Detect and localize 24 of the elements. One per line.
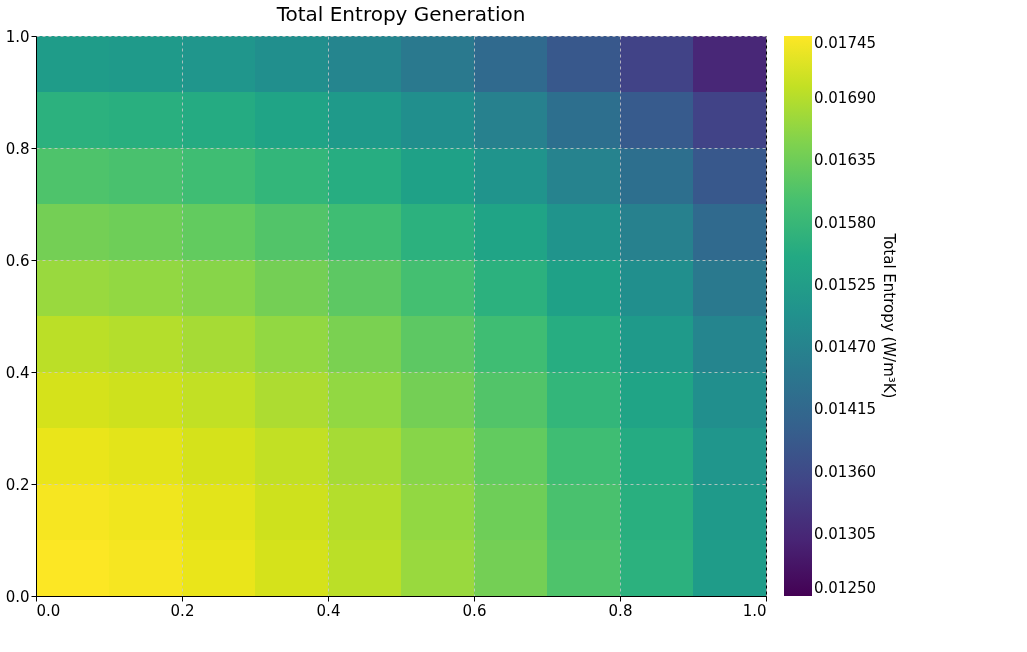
x-tick-label: 0.6 <box>462 601 487 620</box>
y-tick-label: 0.8 <box>5 139 30 158</box>
color-bar-label: 0.01525 <box>814 275 877 294</box>
color-bar-label: 0.01305 <box>814 524 877 543</box>
color-bar-label: 0.01580 <box>814 213 877 232</box>
x-tick-label: 0.8 <box>608 601 633 620</box>
chart-title: Total Entropy Generation <box>275 2 526 26</box>
y-tick-label: 0.6 <box>5 251 30 270</box>
x-tick-label: 0.0 <box>36 601 61 620</box>
x-tick-label: 0.4 <box>316 601 341 620</box>
color-bar-label: 0.01360 <box>814 462 877 481</box>
y-tick-label: 0.0 <box>5 587 30 606</box>
y-tick-label: 1.0 <box>5 27 30 46</box>
color-bar-label: 0.01690 <box>814 89 877 108</box>
color-bar-label: 0.01635 <box>814 151 877 170</box>
x-tick-label: 0.2 <box>170 601 195 620</box>
color-bar-title: Total Entropy (W/m³K) <box>880 232 898 399</box>
color-bar-label: 0.01415 <box>814 400 877 419</box>
x-tick-label: 1.0 <box>742 601 767 620</box>
color-bar-label: 0.01745 <box>814 34 877 52</box>
color-bar-label: 0.01470 <box>814 338 877 357</box>
color-bar-label: 0.01250 <box>814 579 877 597</box>
y-tick-label: 0.4 <box>5 363 30 382</box>
y-tick-label: 0.2 <box>5 475 30 494</box>
